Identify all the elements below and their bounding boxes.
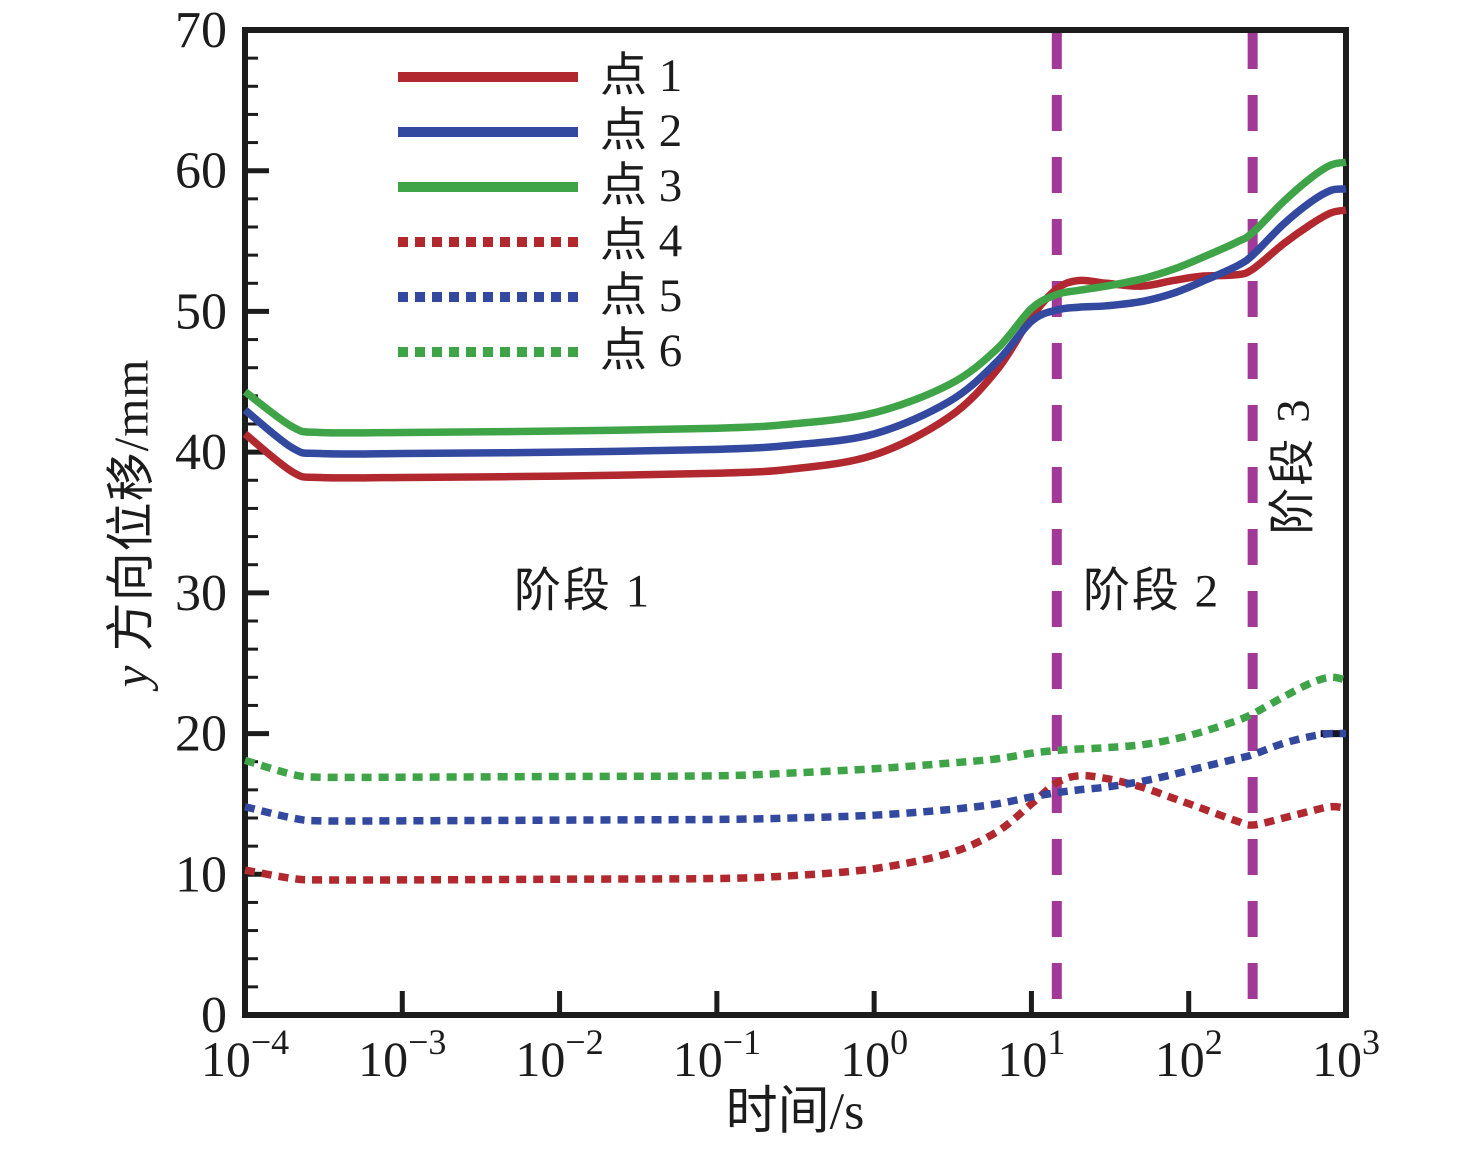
y-axis-title-variable: y: [103, 664, 159, 688]
legend-item: 点 4: [398, 214, 682, 269]
x-axis-title: 时间/s: [725, 1083, 865, 1141]
stage-divider-lines: [1051, 33, 1258, 1012]
legend-label: 点 3: [600, 160, 683, 212]
legend-line-solid-red-icon: [398, 71, 578, 82]
y-tick-label: 60: [175, 143, 227, 200]
legend-line-dashed-red-icon: [398, 236, 578, 247]
series-line-点4: [244, 771, 1347, 884]
legend-item: 点 5: [398, 269, 682, 324]
legend-item: 点 1: [398, 49, 682, 104]
tick-labels: 0 10 20 30 40 50 60 70 10−4 10−3 10−2 10−1 100 101 102…: [175, 2, 1380, 1087]
series-line-点5: [244, 729, 1347, 825]
x-tick-label: 100: [840, 1022, 908, 1087]
series-line-点2: [242, 185, 1347, 458]
x-tick-label: 103: [1312, 1022, 1380, 1087]
stage-3-label: 阶段 3: [1267, 397, 1320, 535]
x-tick-label: 102: [1155, 1022, 1223, 1087]
legend-line-solid-blue-icon: [398, 126, 578, 137]
axis-frame: [242, 27, 1349, 1018]
y-axis-title-unit: 方向位移/mm: [103, 358, 159, 665]
x-tick-label: 101: [997, 1022, 1065, 1087]
chart-legend: 点 1 点 2 点 3 点 4 点 5 点 6: [398, 49, 682, 379]
legend-item: 点 3: [398, 159, 682, 214]
y-tick-label: 50: [175, 283, 227, 340]
legend-line-solid-green-icon: [398, 181, 578, 192]
x-tick-label: 10−3: [358, 1022, 446, 1087]
y-tick-label: 40: [175, 424, 227, 481]
x-tick-label: 10−1: [673, 1022, 761, 1087]
legend-line-dashed-blue-icon: [398, 291, 578, 302]
legend-label: 点 4: [600, 215, 683, 267]
data-series-lines: [242, 158, 1347, 884]
series-line-点3: [242, 158, 1347, 437]
legend-label: 点 5: [600, 270, 683, 322]
legend-label: 点 6: [600, 325, 683, 377]
legend-label: 点 1: [600, 50, 683, 102]
series-line-点6: [243, 673, 1347, 782]
legend-item: 点 2: [398, 104, 682, 159]
y-tick-label: 30: [175, 565, 227, 622]
legend-label: 点 2: [600, 105, 683, 157]
y-tick-label: 70: [175, 2, 227, 59]
stage-1-label: 阶段 1: [513, 565, 652, 618]
y-tick-label: 0: [201, 987, 227, 1044]
x-tick-label: 10−2: [515, 1022, 603, 1087]
legend-line-dashed-green-icon: [398, 346, 578, 357]
y-axis-title: y 方向位移/mm: [92, 359, 163, 688]
y-tick-label: 20: [175, 706, 227, 763]
plot-border: [242, 27, 1349, 1018]
y-tick-label: 10: [175, 846, 227, 903]
legend-item: 点 6: [398, 324, 682, 379]
stage-2-label: 阶段 2: [1082, 565, 1221, 618]
x-tick-label: 10−4: [201, 1022, 289, 1087]
